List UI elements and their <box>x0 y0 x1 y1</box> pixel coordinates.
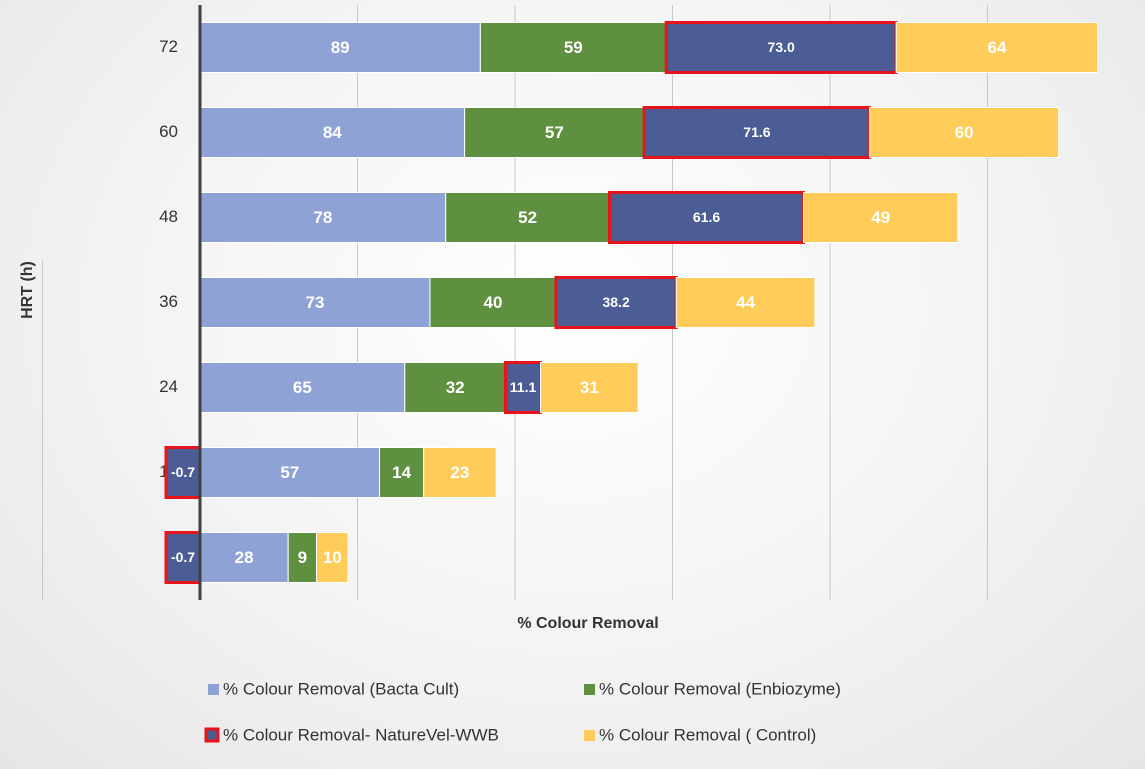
bar <box>429 277 557 328</box>
y-tick-label: 60 <box>159 122 178 141</box>
y-tick-label: 24 <box>159 377 178 396</box>
legend-swatch <box>204 727 220 743</box>
bar <box>199 447 381 498</box>
data-label: 11.1 <box>510 379 537 395</box>
data-label: 49 <box>871 208 890 227</box>
data-label: 10 <box>323 548 342 567</box>
bar <box>379 447 425 498</box>
data-label: 59 <box>564 38 583 57</box>
bar <box>423 447 497 498</box>
legend-swatch <box>584 684 595 695</box>
bar <box>675 277 816 328</box>
bar <box>199 22 481 73</box>
data-label: 44 <box>736 293 755 312</box>
bar <box>199 277 431 328</box>
bar <box>540 362 639 413</box>
data-label: 31 <box>580 378 599 397</box>
y-tick-label: 48 <box>159 207 178 226</box>
data-label: 60 <box>955 123 974 142</box>
data-label: -0.7 <box>171 549 195 565</box>
bar <box>199 107 466 158</box>
bar <box>803 192 959 243</box>
data-label: 9 <box>298 548 307 567</box>
highlight-box <box>504 361 543 414</box>
bar <box>287 532 318 583</box>
y-tick-label: 36 <box>159 292 178 311</box>
bar <box>445 192 611 243</box>
data-label: 89 <box>331 38 350 57</box>
x-axis-label: % Colour Removal <box>517 615 658 632</box>
data-label: 57 <box>545 123 564 142</box>
data-label: 65 <box>293 378 312 397</box>
highlight-box <box>164 446 202 499</box>
legend-label: % Colour Removal (Enbiozyme) <box>599 679 841 698</box>
bar <box>316 532 349 583</box>
legend-label: % Colour Removal ( Control) <box>599 725 816 744</box>
data-label: 40 <box>483 293 502 312</box>
data-label: 84 <box>323 123 342 142</box>
data-label: 14 <box>392 463 411 482</box>
legend-label: % Colour Removal- NatureVel-WWB <box>223 725 499 744</box>
data-label: 64 <box>987 38 1006 57</box>
data-label: 78 <box>313 208 332 227</box>
legend: % Colour Removal (Bacta Cult) % Colour R… <box>204 679 841 744</box>
data-label: 32 <box>446 378 465 397</box>
data-label: 28 <box>235 548 254 567</box>
data-label: 57 <box>280 463 299 482</box>
y-axis-label: HRT (h) <box>19 261 36 319</box>
data-label: 73.0 <box>768 39 795 55</box>
data-label: 61.6 <box>693 209 720 225</box>
legend-swatch <box>208 684 219 695</box>
data-label: 23 <box>450 463 469 482</box>
highlight-box <box>664 21 898 74</box>
bar <box>404 362 507 413</box>
highlight-box <box>554 276 678 329</box>
highlight-box <box>608 191 806 244</box>
legend-swatch <box>584 730 595 741</box>
bar <box>479 22 667 73</box>
data-label: 38.2 <box>602 294 629 310</box>
data-label: -0.7 <box>171 464 195 480</box>
bar <box>464 107 645 158</box>
y-tick-label: 72 <box>159 37 178 56</box>
data-label: 52 <box>518 208 537 227</box>
legend-label: % Colour Removal (Bacta Cult) <box>223 679 459 698</box>
bar <box>895 22 1099 73</box>
bar <box>869 107 1060 158</box>
data-label: 73 <box>306 293 325 312</box>
data-label: 71.6 <box>743 124 770 140</box>
